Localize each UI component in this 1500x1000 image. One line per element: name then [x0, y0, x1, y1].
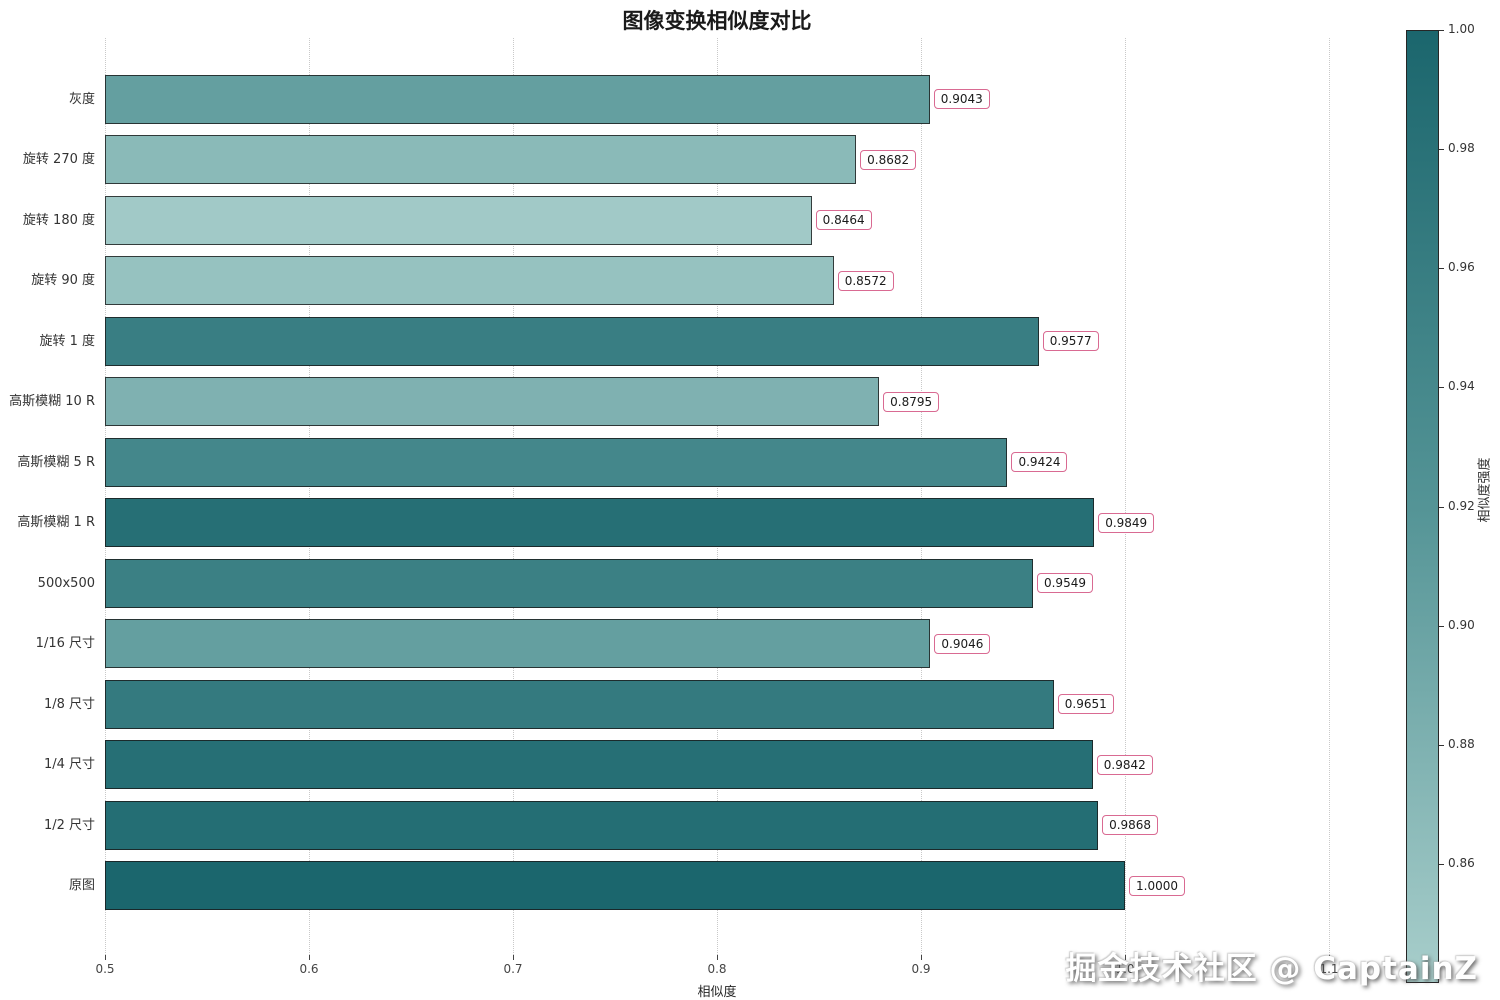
y-tick-label: 旋转 1 度	[39, 333, 95, 349]
colorbar-tick-label: 0.92	[1448, 498, 1475, 513]
grid-line	[513, 38, 514, 955]
colorbar-tick-mark	[1439, 506, 1444, 508]
x-tick-label: 0.9	[911, 962, 931, 976]
y-tick-label: 高斯模糊 10 R	[9, 394, 95, 409]
bar	[105, 619, 931, 668]
colorbar-tick-mark	[1439, 387, 1444, 389]
y-tick-label: 灰度	[68, 91, 95, 107]
colorbar-tick-label: 1.00	[1448, 22, 1475, 36]
y-tick-label: 旋转 270 度	[22, 152, 95, 167]
bar-value-label: 0.8682	[860, 149, 917, 170]
bar	[105, 316, 1039, 366]
colorbar-gradient	[1406, 30, 1439, 983]
bar	[105, 861, 1125, 910]
x-tick-mark	[512, 955, 514, 960]
x-tick-label: 0.5	[95, 962, 115, 976]
x-tick-mark	[1124, 955, 1126, 960]
colorbar-tick-mark	[1439, 863, 1444, 865]
x-tick-label: 0.7	[503, 962, 523, 976]
y-tick-label: 高斯模糊 1 R	[17, 515, 95, 530]
x-tick-mark	[104, 955, 106, 960]
bar	[105, 195, 812, 245]
x-tick-label: 1.0	[1115, 962, 1135, 976]
grid-line	[105, 38, 106, 955]
x-axis-title: 相似度	[697, 985, 737, 1000]
bar	[105, 437, 1008, 487]
y-tick-label: 1/4 尺寸	[43, 757, 95, 772]
chart-title: 图像变换相似度对比	[622, 9, 812, 33]
y-tick-label: 高斯模糊 5 R	[17, 454, 95, 470]
bar	[105, 800, 1099, 850]
bar-value-label: 0.9549	[1036, 573, 1093, 593]
colorbar-tick-mark	[1439, 30, 1444, 31]
y-tick-label: 1/2 尺寸	[43, 817, 95, 833]
colorbar-tick-label: 0.94	[1448, 379, 1475, 394]
bar	[105, 740, 1093, 789]
colorbar-label: 相似度强度	[1477, 457, 1493, 523]
bar-value-label: 0.9424	[1011, 452, 1068, 472]
colorbar-tick-label: 0.98	[1448, 141, 1475, 156]
bar-value-label: 1.0000	[1129, 875, 1185, 896]
y-tick-label: 旋转 180 度	[22, 212, 95, 228]
bar	[105, 558, 1033, 608]
bar-value-label: 0.9046	[934, 633, 991, 654]
colorbar-tick-label: 0.90	[1448, 617, 1475, 632]
x-tick-label: 0.8	[707, 962, 727, 976]
bar-value-label: 0.9868	[1102, 815, 1159, 835]
bar	[105, 679, 1054, 729]
colorbar-tick-mark	[1439, 149, 1444, 151]
colorbar-tick-label: 0.86	[1448, 855, 1475, 870]
bar	[105, 377, 880, 426]
x-tick-label: 1.1	[1319, 962, 1339, 976]
y-tick-label: 原图	[68, 878, 95, 893]
bar	[105, 74, 930, 124]
colorbar-tick-mark	[1439, 625, 1444, 627]
bar-value-label: 0.8795	[883, 391, 940, 412]
bar-value-label: 0.8464	[815, 210, 872, 230]
x-tick-mark	[920, 955, 922, 960]
grid-line	[1125, 38, 1126, 955]
grid-line	[921, 38, 922, 955]
y-tick-label: 1/16 尺寸	[35, 636, 95, 651]
y-tick-label: 旋转 90 度	[31, 273, 95, 288]
bar-value-label: 0.9043	[933, 89, 990, 109]
bar-value-label: 0.9651	[1057, 694, 1114, 714]
bar	[105, 135, 857, 184]
bar	[105, 256, 834, 305]
colorbar-tick-mark	[1439, 268, 1444, 270]
plot-area: 0.9043 0.8682 0.8464 0.8572 0.9577 0.8795 0.94…	[105, 38, 1330, 955]
y-tick-label: 500x500	[37, 575, 95, 591]
bar-value-label: 0.8572	[837, 270, 894, 291]
y-tick-label: 1/8 尺寸	[43, 696, 95, 712]
colorbar-tick-label: 0.88	[1448, 736, 1475, 751]
bar	[105, 498, 1095, 547]
colorbar-tick-mark	[1439, 744, 1444, 746]
x-tick-mark	[716, 955, 718, 960]
x-tick-label: 0.6	[299, 962, 319, 976]
grid-line	[717, 38, 718, 955]
x-tick-mark	[308, 955, 310, 960]
grid-line	[309, 38, 310, 955]
bar-value-label: 0.9849	[1098, 512, 1155, 533]
watermark: 掘金技术社区 @ CaptainZ	[1065, 951, 1478, 987]
bar-value-label: 0.9577	[1042, 331, 1099, 351]
bar-value-label: 0.9842	[1096, 754, 1153, 775]
x-tick-mark	[1328, 955, 1330, 960]
colorbar-tick-label: 0.96	[1448, 260, 1475, 275]
grid-line	[1329, 38, 1330, 955]
